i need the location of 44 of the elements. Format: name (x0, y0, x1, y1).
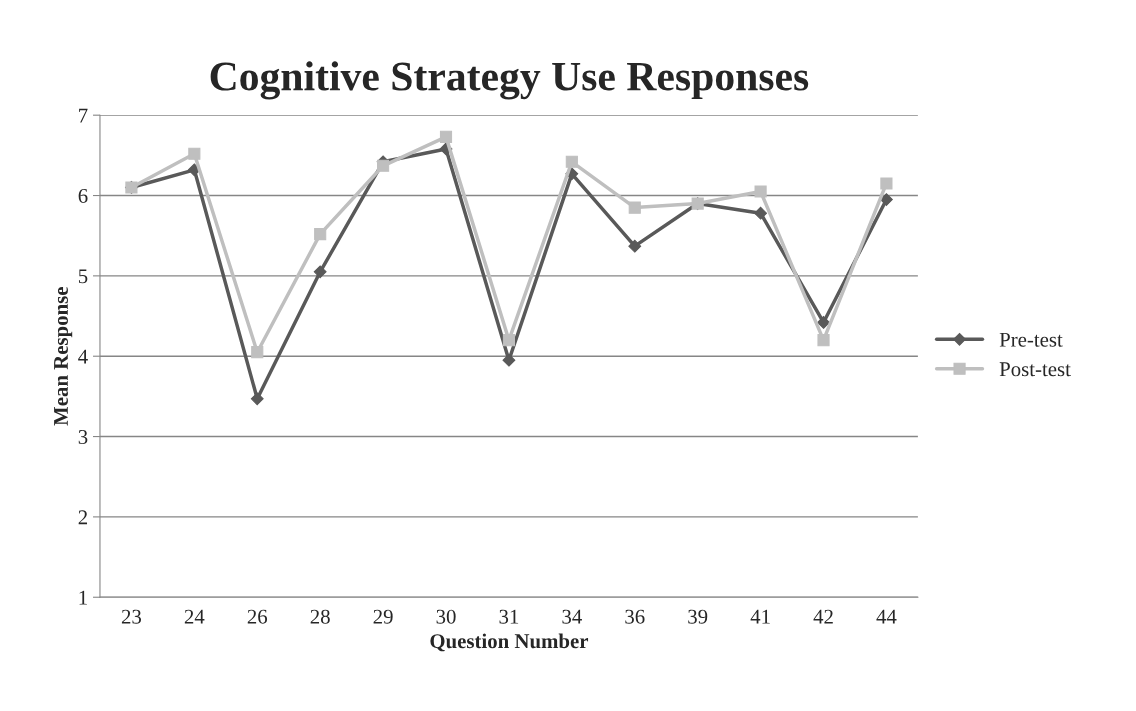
x-tick-label: 36 (625, 609, 645, 624)
point (250, 392, 264, 406)
point (187, 163, 201, 177)
point (817, 316, 830, 329)
x-tick-label: 26 (247, 609, 268, 624)
x-tick-label: 23 (121, 609, 142, 624)
y-tick-label: 3 (78, 429, 88, 444)
point (188, 147, 201, 160)
point (313, 265, 327, 279)
point (880, 177, 893, 190)
y-tick-label: 1 (79, 590, 87, 605)
point (628, 239, 642, 253)
x-tick-label: 42 (813, 609, 833, 624)
point (565, 155, 578, 168)
point (439, 130, 453, 143)
point (628, 201, 641, 214)
y-tick-label: 7 (79, 108, 88, 123)
x-tick-label: 30 (436, 609, 456, 624)
point (314, 228, 327, 241)
legend-label: Post-test (999, 362, 1071, 377)
x-tick-label: 28 (310, 609, 330, 624)
point (502, 334, 515, 347)
point (754, 185, 767, 198)
legend-label: Pre-test (999, 332, 1063, 347)
point (817, 334, 830, 347)
x-tick-label: 24 (184, 609, 205, 624)
x-tick-label: 41 (750, 609, 770, 624)
point (377, 159, 390, 172)
x-tick-label: 31 (499, 609, 519, 624)
y-tick-label: 4 (78, 349, 88, 364)
point (754, 206, 768, 220)
point (502, 353, 516, 367)
y-axis-title: Mean Response (54, 287, 73, 426)
y-tick-label: 6 (78, 188, 88, 203)
x-tick-label: 34 (562, 609, 582, 624)
x-tick-label: 29 (373, 609, 393, 624)
x-tick-label: 39 (688, 609, 708, 624)
chart-title: Cognitive Strategy Use Responses (210, 61, 809, 100)
point (251, 346, 264, 359)
x-tick-label: 44 (876, 609, 897, 624)
x-axis-title: Question Number (430, 633, 589, 652)
point (880, 193, 893, 206)
y-tick-label: 5 (78, 269, 88, 284)
y-tick-label: 2 (78, 510, 88, 525)
